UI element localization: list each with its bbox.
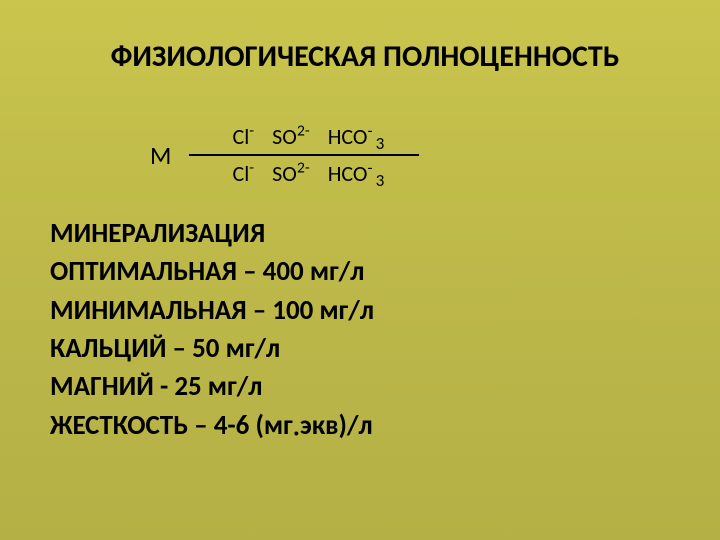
ion-cl: Cl- — [232, 160, 254, 187]
ion-cl: Cl- — [232, 123, 254, 150]
formula-fraction: Cl- SO2- HCO-3 Cl- SO2- HCO-3 — [189, 123, 419, 187]
parameter-list: МИНЕРАЛИЗАЦИЯ ОПТИМАЛЬНАЯ – 400 мг/л МИН… — [50, 215, 670, 446]
ion-hco3: HCO-3 — [328, 160, 385, 187]
formula-symbol: М — [150, 140, 171, 171]
line-magnesium: МАГНИЙ - 25 мг/л — [50, 368, 670, 406]
line-optimal: ОПТИМАЛЬНАЯ – 400 мг/л — [50, 253, 670, 291]
denominator: Cl- SO2- HCO-3 — [189, 160, 419, 187]
page-title: ФИЗИОЛОГИЧЕСКАЯ ПОЛНОЦЕННОСТЬ — [60, 38, 670, 75]
fraction-line — [189, 154, 419, 156]
line-mineralization: МИНЕРАЛИЗАЦИЯ — [50, 215, 670, 253]
ion-hco3: HCO-3 — [328, 123, 385, 150]
ion-so4: SO2- — [272, 160, 310, 187]
line-minimal: МИНИМАЛЬНАЯ – 100 мг/л — [50, 292, 670, 330]
line-calcium: КАЛЬЦИЙ – 50 мг/л — [50, 330, 670, 368]
line-hardness: ЖЕСТКОСТЬ – 4-6 (мг.экв)/л — [50, 407, 670, 447]
ion-so4: SO2- — [272, 123, 310, 150]
formula-block: М Cl- SO2- HCO-3 Cl- SO2- HCO-3 — [150, 123, 670, 187]
numerator: Cl- SO2- HCO-3 — [189, 123, 419, 150]
